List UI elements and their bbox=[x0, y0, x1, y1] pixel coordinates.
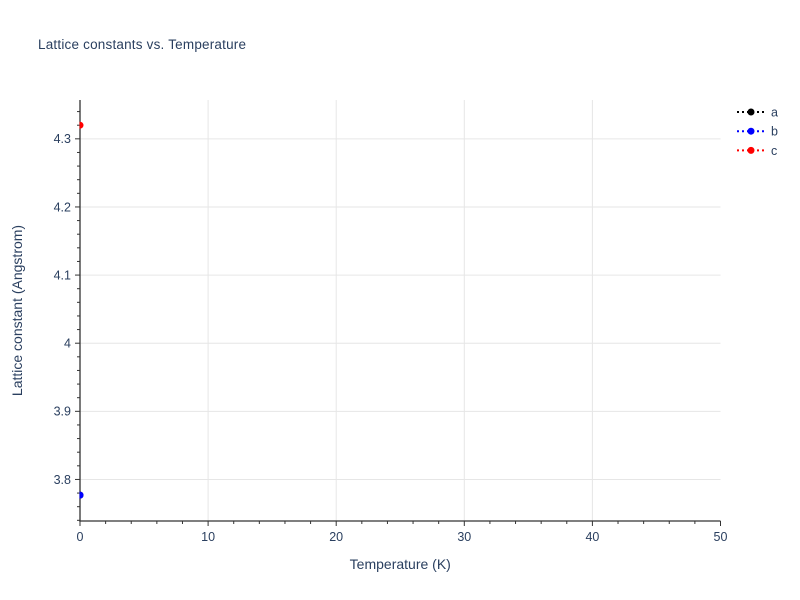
x-axis-title: Temperature (K) bbox=[350, 556, 451, 572]
legend-marker-a bbox=[747, 108, 755, 116]
y-tick-label-4.3: 4.3 bbox=[54, 132, 71, 146]
y-tick-label-3.8: 3.8 bbox=[54, 473, 71, 487]
axes bbox=[79, 100, 721, 522]
legend-label-c: c bbox=[771, 144, 777, 158]
x-tick-label-40: 40 bbox=[585, 530, 599, 544]
legend: abc bbox=[737, 105, 778, 158]
tick-marks bbox=[75, 111, 721, 526]
legend-item-c[interactable]: c bbox=[737, 144, 777, 158]
legend-marker-b bbox=[747, 127, 755, 135]
series-layer bbox=[79, 121, 84, 499]
series-c bbox=[79, 121, 84, 129]
y-axis-title: Lattice constant (Angstrom) bbox=[9, 225, 25, 396]
y-tick-label-4: 4 bbox=[64, 337, 71, 351]
legend-marker-c bbox=[747, 146, 755, 154]
y-tick-label-4.1: 4.1 bbox=[54, 268, 71, 282]
data-point-b bbox=[79, 491, 84, 499]
y-tick-label-3.9: 3.9 bbox=[54, 405, 71, 419]
x-tick-label-20: 20 bbox=[329, 530, 343, 544]
x-tick-label-30: 30 bbox=[457, 530, 471, 544]
legend-item-b[interactable]: b bbox=[737, 125, 778, 139]
x-tick-label-50: 50 bbox=[714, 530, 728, 544]
y-tick-labels: 3.8 3.9 4 4.1 4.2 4.3 bbox=[54, 132, 71, 487]
series-b bbox=[79, 491, 84, 499]
gridlines bbox=[80, 100, 721, 521]
data-point-c bbox=[79, 121, 84, 129]
legend-label-b: b bbox=[771, 125, 778, 139]
x-tick-label-0: 0 bbox=[77, 530, 84, 544]
x-tick-label-10: 10 bbox=[201, 530, 215, 544]
legend-item-a[interactable]: a bbox=[737, 105, 778, 119]
x-tick-labels: 0 10 20 30 40 50 bbox=[77, 530, 728, 544]
legend-label-a: a bbox=[771, 105, 778, 119]
y-tick-label-4.2: 4.2 bbox=[54, 200, 71, 214]
chart-title: Lattice constants vs. Temperature bbox=[38, 37, 247, 52]
